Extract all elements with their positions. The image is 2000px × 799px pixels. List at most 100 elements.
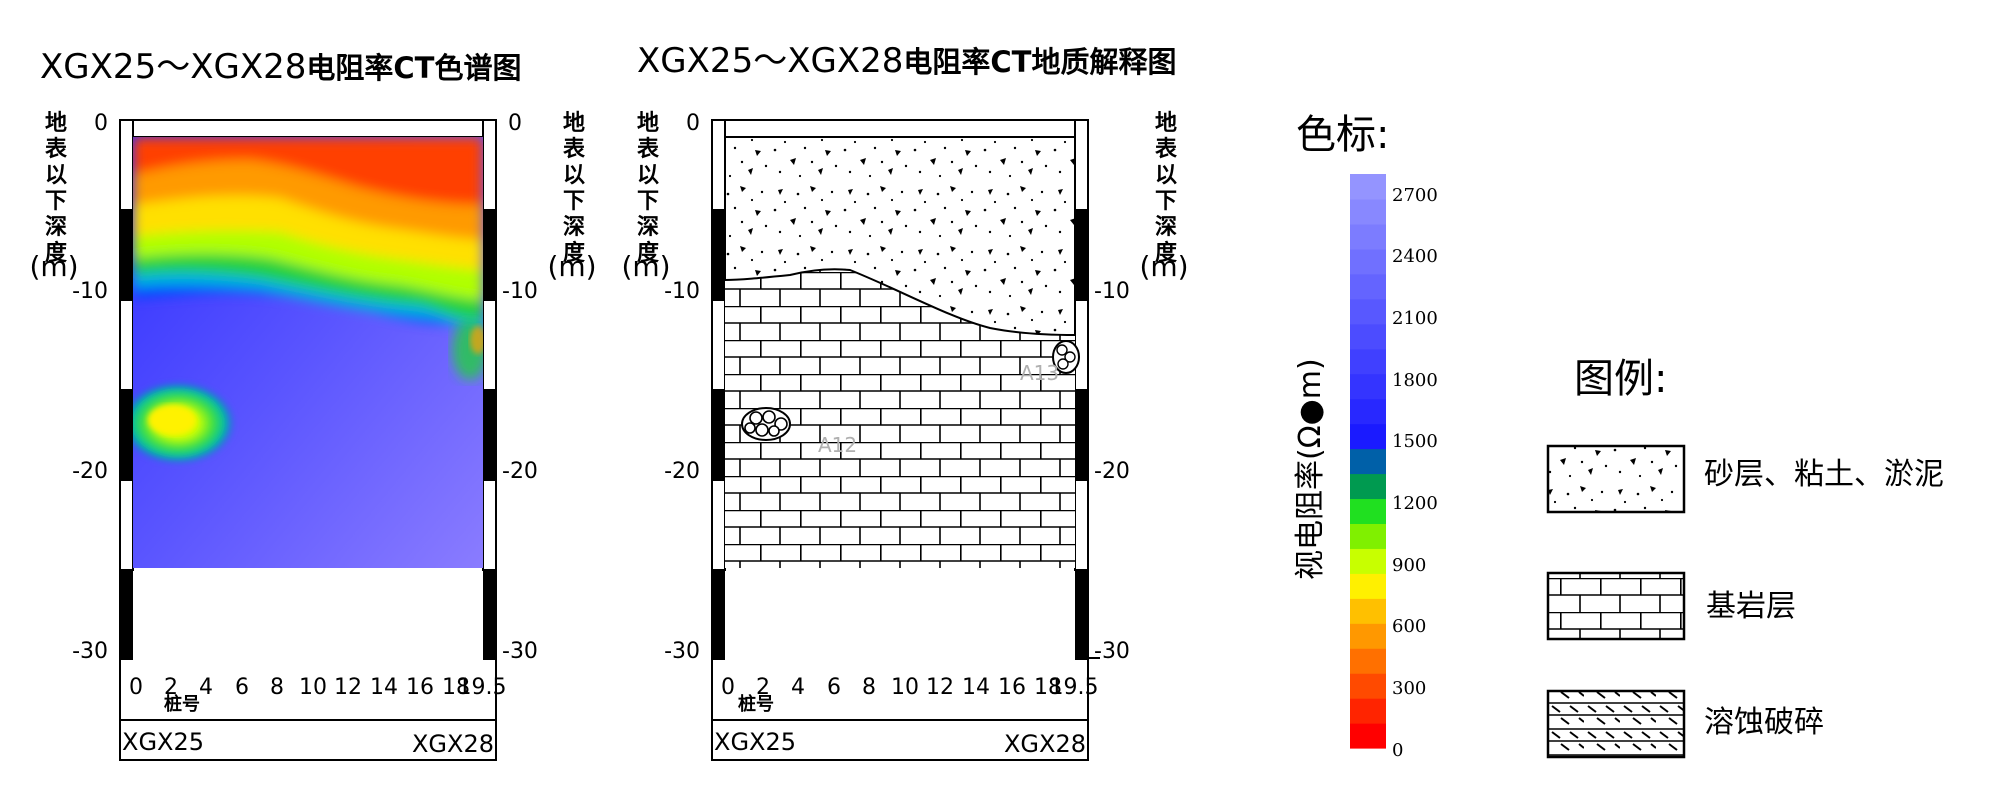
- legend-item-karst: 溶蚀破碎: [1546, 689, 1824, 759]
- anomaly-a13-symbol: [1052, 340, 1080, 374]
- depth-tick: -30: [72, 639, 108, 664]
- depth-tick: -30: [664, 639, 700, 664]
- colorbar-tick: 900: [1392, 555, 1426, 576]
- sand-clay-pattern-icon: [1546, 444, 1686, 514]
- depth-char: 地: [1155, 111, 1177, 136]
- pile-tick: 12: [334, 675, 362, 700]
- legend-heading: 图例:: [1574, 356, 1667, 402]
- colorbar-strip: [1350, 548, 1386, 574]
- colorbar-tick: 1200: [1392, 493, 1438, 514]
- colorbar-tick: 2100: [1392, 308, 1438, 329]
- right-title: XGX25～XGX28电阻率CT地质解释图: [637, 41, 1176, 81]
- legend-label: 溶蚀破碎: [1704, 705, 1824, 740]
- depth-char: 地: [637, 111, 659, 136]
- depth-char: 表: [637, 137, 660, 162]
- bedrock-brick-pattern-icon: [1546, 571, 1686, 641]
- well-end: XGX28: [1004, 730, 1086, 758]
- geology-interpretation: A12 A13: [724, 136, 1080, 568]
- left-borehole-bars: [119, 119, 497, 660]
- depth-char: 以: [637, 163, 659, 188]
- depth-char: 以: [563, 163, 585, 188]
- right-depth-ticks: 0 -10 -20 -30 -10 -20 -30: [664, 111, 1130, 664]
- pile-tick: 2: [164, 675, 178, 700]
- colorbar-strip: [1350, 273, 1386, 300]
- colorbar-tick: 2400: [1392, 246, 1438, 267]
- depth-tick: -30: [502, 639, 538, 664]
- colorbar-heading: 色标:: [1296, 112, 1389, 158]
- pile-tick: 16: [998, 675, 1026, 700]
- depth-char: 下: [1155, 189, 1177, 214]
- pile-tick: 0: [129, 675, 143, 700]
- colorbar-tick: 300: [1392, 678, 1426, 699]
- depth-char: 表: [563, 137, 586, 162]
- depth-char: 地: [563, 111, 585, 136]
- depth-char: 下: [637, 189, 659, 214]
- pile-tick: 2: [756, 675, 770, 700]
- depth-char: 度: [563, 240, 586, 266]
- pile-tick: 6: [827, 675, 841, 700]
- colorbar-tick: 1800: [1392, 370, 1438, 391]
- anomaly-label-a13: A13: [1020, 361, 1059, 385]
- depth-char: 表: [1155, 137, 1178, 162]
- depth-tick: -20: [502, 459, 538, 484]
- anomaly-label-a12: A12: [818, 433, 857, 457]
- left-depth-label-right: 地 表 以 下 深 度 (m): [547, 111, 596, 283]
- pile-tick: 6: [235, 675, 249, 700]
- pile-tick: 12: [926, 675, 954, 700]
- colorbar-tick: 1500: [1392, 431, 1438, 452]
- depth-tick: -20: [72, 459, 108, 484]
- well-start: XGX25: [714, 728, 796, 756]
- colorbar-strip: [1350, 323, 1386, 350]
- depth-char: 度: [45, 240, 68, 266]
- anomaly-a12-symbol: [741, 407, 791, 441]
- left-title: XGX25～XGX28电阻率CT色谱图: [40, 47, 521, 87]
- colorbar-strip: [1350, 198, 1386, 225]
- colorbar-strip: [1350, 623, 1386, 649]
- pile-tick: 8: [862, 675, 876, 700]
- colorbar-strip: [1350, 698, 1386, 724]
- depth-char: 度: [637, 240, 660, 266]
- depth-unit: (m): [547, 250, 596, 283]
- depth-tick: -10: [72, 279, 108, 304]
- pile-tick: 8: [270, 675, 284, 700]
- left-depth-ticks: 0 -10 -20 -30 0 -10 -20 -30: [72, 111, 538, 664]
- colorbar: 色标: 视电阻率(Ω●m) 2700 2400 2100 1800 1500 1…: [1293, 112, 1438, 761]
- colorbar-strip: [1350, 523, 1386, 549]
- legend-label: 基岩层: [1706, 589, 1796, 624]
- colorbar-strips: [1350, 174, 1386, 749]
- depth-char: 下: [563, 189, 585, 214]
- colorbar-strip: [1350, 423, 1386, 450]
- pile-label: 桩号: [738, 693, 774, 715]
- depth-tick: -30: [1094, 639, 1130, 664]
- colorbar-strip: [1350, 573, 1386, 599]
- pile-tick: 14: [962, 675, 990, 700]
- right-panel: XGX25～XGX28电阻率CT地质解释图 地 表 以 下 深 度 (m) 地 …: [621, 41, 1189, 761]
- colorbar-strip: [1350, 448, 1386, 475]
- legend-item-bedrock: 基岩层: [1546, 571, 1796, 641]
- colorbar-strip: [1350, 373, 1386, 400]
- right-borehole-bars: [711, 119, 1089, 660]
- depth-tick: 0: [94, 111, 108, 136]
- resistivity-color-field: [133, 137, 483, 568]
- legend-item-sand-clay: 砂层、粘土、淤泥: [1546, 444, 1944, 514]
- colorbar-strip: [1350, 648, 1386, 674]
- right-depth-label-right: 地 表 以 下 深 度 (m): [1139, 111, 1188, 283]
- pile-tick: 19.5: [1050, 675, 1099, 700]
- depth-char: 深: [1155, 215, 1177, 240]
- sand-clay-layer: [724, 136, 1076, 337]
- depth-char: 下: [45, 189, 67, 214]
- pile-tick: 14: [370, 675, 398, 700]
- depth-char: 以: [45, 163, 67, 188]
- depth-char: 深: [637, 215, 659, 240]
- colorbar-ticks: 2700 2400 2100 1800 1500 1200 900 600 30…: [1392, 185, 1438, 761]
- depth-unit: (m): [29, 250, 78, 283]
- depth-unit: (m): [621, 250, 670, 283]
- colorbar-strip: [1350, 598, 1386, 624]
- colorbar-tick: 0: [1392, 740, 1403, 761]
- colorbar-strip: [1350, 498, 1386, 524]
- colorbar-strip: [1350, 174, 1386, 200]
- depth-char: 深: [563, 215, 585, 240]
- colorbar-strip: [1350, 673, 1386, 699]
- left-pile-ticks: 0 2 4 6 8 10 12 14 16 18 19.5 桩号 XGX25 X…: [122, 675, 506, 758]
- karst-fracture-pattern-icon: [1546, 689, 1686, 759]
